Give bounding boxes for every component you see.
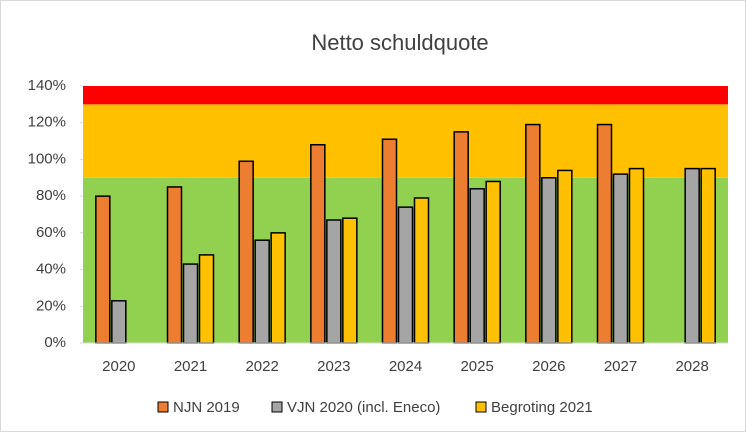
bar xyxy=(270,232,286,344)
y-tick-label: 120% xyxy=(28,114,66,131)
bar xyxy=(111,300,127,344)
x-tick-label: 2022 xyxy=(245,358,278,375)
bar xyxy=(342,217,358,344)
y-tick-label: 140% xyxy=(28,77,66,94)
legend-label: Begroting 2021 xyxy=(491,399,593,416)
bar xyxy=(95,195,111,344)
bar xyxy=(596,123,613,344)
chart-title: Netto schuldquote xyxy=(311,30,488,55)
bar xyxy=(397,206,414,344)
bar xyxy=(628,167,645,344)
bar xyxy=(198,254,215,344)
y-tick-label: 0% xyxy=(44,334,66,351)
bar xyxy=(326,219,342,344)
bar xyxy=(413,197,430,344)
y-tick-label: 40% xyxy=(36,261,66,278)
x-tick-label: 2024 xyxy=(389,358,422,375)
x-tick-label: 2021 xyxy=(174,358,207,375)
x-tick-label: 2028 xyxy=(675,358,708,375)
bar xyxy=(684,167,700,344)
legend-swatch xyxy=(157,401,169,413)
bar xyxy=(453,131,469,344)
y-tick-label: 100% xyxy=(28,150,66,167)
threshold-band xyxy=(83,104,728,178)
x-tick-label: 2026 xyxy=(532,358,565,375)
legend-swatch xyxy=(475,401,487,413)
bar xyxy=(557,169,573,344)
bar xyxy=(700,167,716,344)
bar xyxy=(182,263,199,344)
legend-label: NJN 2019 xyxy=(173,399,240,416)
x-tick-label: 2027 xyxy=(604,358,637,375)
bar xyxy=(254,239,270,344)
y-tick-label: 60% xyxy=(36,224,66,241)
legend-swatch xyxy=(271,401,283,413)
bar xyxy=(310,143,326,344)
x-tick-label: 2025 xyxy=(460,358,493,375)
bar xyxy=(469,188,485,344)
y-tick-label: 80% xyxy=(36,187,66,204)
bar xyxy=(238,160,254,344)
bar xyxy=(525,123,541,344)
threshold-band xyxy=(83,86,728,105)
bar xyxy=(612,173,629,344)
bar xyxy=(485,180,501,344)
bar xyxy=(541,177,557,344)
legend-label: VJN 2020 (incl. Eneco) xyxy=(287,399,440,416)
bar xyxy=(381,138,398,344)
x-tick-label: 2023 xyxy=(317,358,350,375)
bar xyxy=(166,186,183,344)
y-tick-label: 20% xyxy=(36,297,66,314)
x-tick-label: 2020 xyxy=(102,358,135,375)
